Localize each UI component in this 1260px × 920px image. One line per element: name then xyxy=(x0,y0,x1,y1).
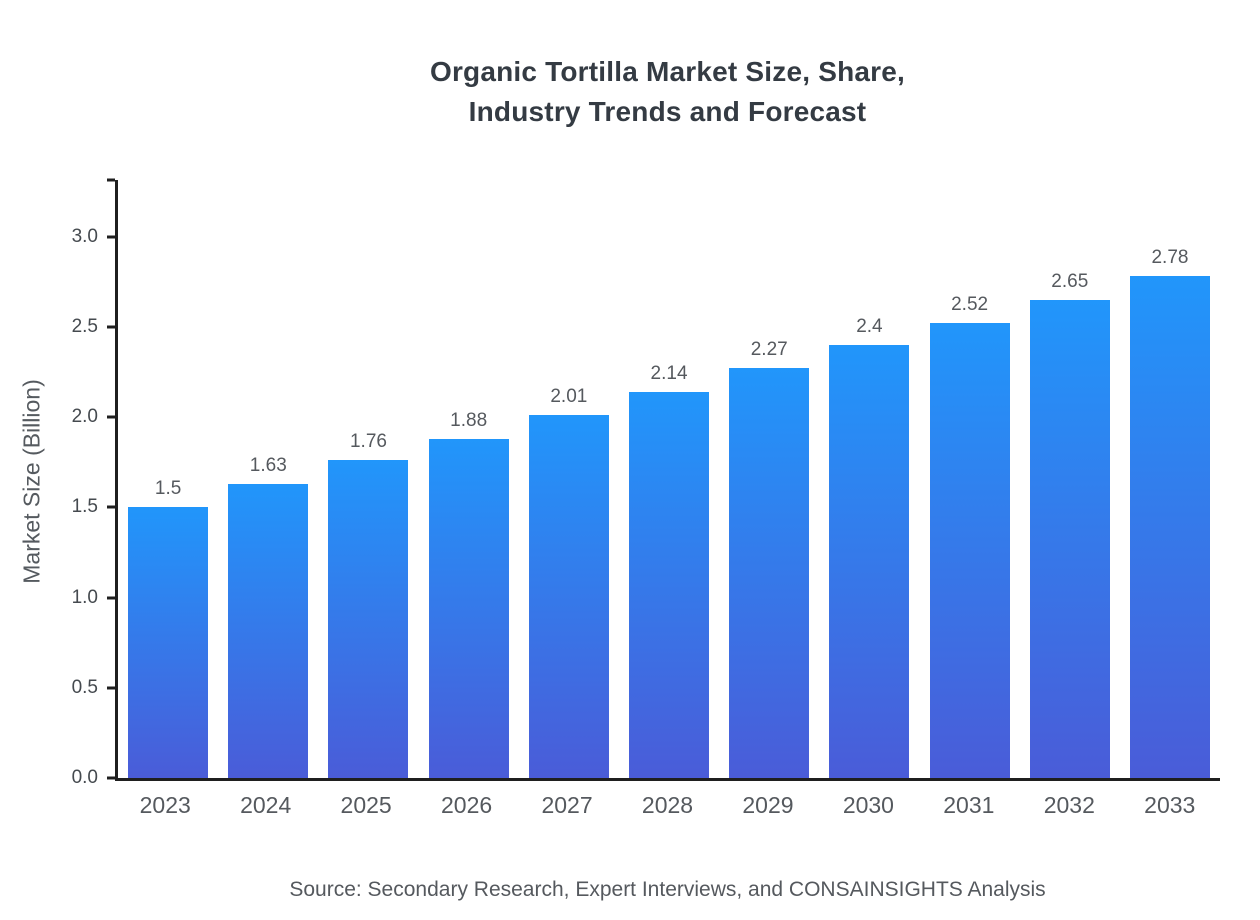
x-tick-label: 2028 xyxy=(641,792,694,818)
bar xyxy=(829,345,910,778)
bar-slot: 1.63 xyxy=(218,180,318,778)
x-tick-label: 2029 xyxy=(742,792,794,818)
y-tick-label: 1.0 xyxy=(71,587,98,608)
bar-slot: 2.27 xyxy=(719,180,819,778)
y-tick-mark xyxy=(107,776,115,780)
y-tick-label: 2.0 xyxy=(71,406,98,427)
y-axis-label: Market Size (Billion) xyxy=(18,379,45,584)
y-tick-mark xyxy=(107,235,115,239)
bar-slot: 2.4 xyxy=(819,180,919,778)
bar xyxy=(528,415,609,778)
y-tick-label: 0.0 xyxy=(71,767,98,788)
bar-value-label: 2.27 xyxy=(750,339,788,360)
bar-value-label: 2.01 xyxy=(550,386,588,407)
y-tick-label: 2.5 xyxy=(71,316,98,337)
y-tick-label: 0.5 xyxy=(71,677,98,698)
chart-title: Organic Tortilla Market Size, Share, Ind… xyxy=(429,56,906,127)
bar xyxy=(929,323,1010,778)
y-axis-end-tick xyxy=(107,178,115,182)
bar-value-label: 1.76 xyxy=(349,431,387,452)
bar-series: 1.5 1.63 1.76 1.88 2.01 2.14 2.27 2.4 2.52 2.65 2.… xyxy=(118,180,1220,778)
bar xyxy=(1029,300,1110,778)
x-tick-label: 2032 xyxy=(1043,792,1095,818)
x-tick-label: 2027 xyxy=(541,792,593,818)
bar xyxy=(128,507,209,778)
y-tick-label: 3.0 xyxy=(71,226,98,247)
bar-slot: 1.88 xyxy=(419,180,519,778)
x-tick-label: 2025 xyxy=(340,792,392,818)
bar-slot: 2.14 xyxy=(619,180,719,778)
bar-value-label: 1.63 xyxy=(249,455,287,476)
x-tick-label: 2031 xyxy=(943,792,995,818)
bar-slot: 1.5 xyxy=(118,180,218,778)
bar-value-label: 1.88 xyxy=(450,410,488,431)
x-tick-label: 2023 xyxy=(139,792,191,818)
y-tick-mark xyxy=(107,596,115,600)
bar xyxy=(729,368,810,778)
bar-value-label: 1.5 xyxy=(154,478,182,499)
bar-value-label: 2.14 xyxy=(650,363,688,384)
bar-value-label: 2.78 xyxy=(1151,247,1189,268)
bar-value-label: 2.52 xyxy=(951,294,989,315)
bar xyxy=(228,484,309,778)
y-tick-mark xyxy=(107,505,115,509)
bar-value-label: 2.65 xyxy=(1051,271,1089,292)
bar-value-label: 2.4 xyxy=(856,316,883,337)
bar xyxy=(629,392,710,778)
y-tick-mark xyxy=(107,415,115,419)
x-axis-labels: 2023 2024 2025 2026 2027 2028 2029 2030 2031 2032… xyxy=(115,792,1220,819)
bar-slot: 2.78 xyxy=(1120,180,1220,778)
y-tick-mark xyxy=(107,325,115,329)
plot-area: 0.0 0.5 1.0 1.5 2.0 2.5 3.0 1.5 1.63 1.76 1.88 2.0… xyxy=(72,178,1220,788)
bar xyxy=(1129,276,1210,778)
y-tick-label: 1.5 xyxy=(71,496,98,517)
bar-slot: 2.01 xyxy=(519,180,619,778)
bar xyxy=(428,439,509,778)
x-tick-label: 2030 xyxy=(842,792,894,818)
x-tick-label: 2024 xyxy=(240,792,292,818)
bar-slot: 1.76 xyxy=(318,180,418,778)
bar-slot: 2.52 xyxy=(920,180,1020,778)
source-text: Source: Secondary Research, Expert Inter… xyxy=(289,878,1046,901)
x-tick-label: 2026 xyxy=(441,792,493,818)
bar xyxy=(328,460,409,778)
bar-slot: 2.65 xyxy=(1020,180,1120,778)
y-tick-mark xyxy=(107,686,115,690)
x-tick-label: 2033 xyxy=(1144,792,1196,818)
